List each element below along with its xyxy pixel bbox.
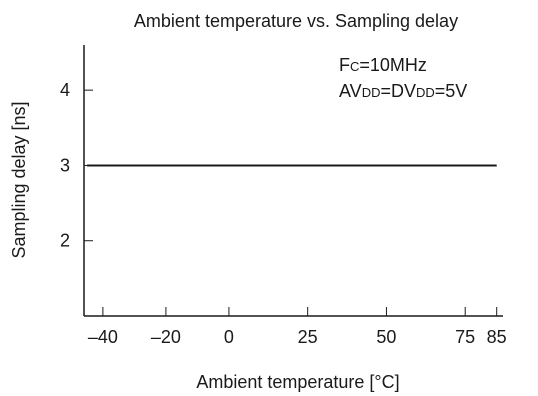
y-axis-label: Sampling delay [ns]	[9, 101, 29, 258]
chart-annotation: FC=10MHz	[339, 55, 427, 75]
annotation-text-part: AV	[339, 81, 362, 101]
chart-title: Ambient temperature vs. Sampling delay	[134, 11, 458, 31]
x-tick-label: 0	[224, 327, 234, 347]
annotation-text-part: DD	[362, 85, 381, 100]
annotation-text-part: =DV	[380, 81, 416, 101]
x-tick-label: –40	[88, 327, 118, 347]
annotation-text-part: =5V	[435, 81, 468, 101]
y-tick-label: 2	[60, 231, 70, 251]
annotation-text-part: C	[350, 59, 359, 74]
annotation-text-part: DD	[416, 85, 435, 100]
y-tick-label: 3	[60, 155, 70, 175]
x-ticks: –40 –20 0 25 50 75 85	[88, 307, 507, 347]
chart-annotation: AVDD=DVDD=5V	[339, 81, 467, 101]
x-tick-label: 75	[455, 327, 475, 347]
y-tick-label: 4	[60, 80, 70, 100]
x-tick-label: –20	[151, 327, 181, 347]
annotation-text-part: F	[339, 55, 350, 75]
x-tick-label: 50	[376, 327, 396, 347]
x-tick-label: 25	[298, 327, 318, 347]
x-axis-label: Ambient temperature [°C]	[196, 372, 399, 392]
annotation-text-part: =10MHz	[359, 55, 427, 75]
x-tick-label: 85	[487, 327, 507, 347]
